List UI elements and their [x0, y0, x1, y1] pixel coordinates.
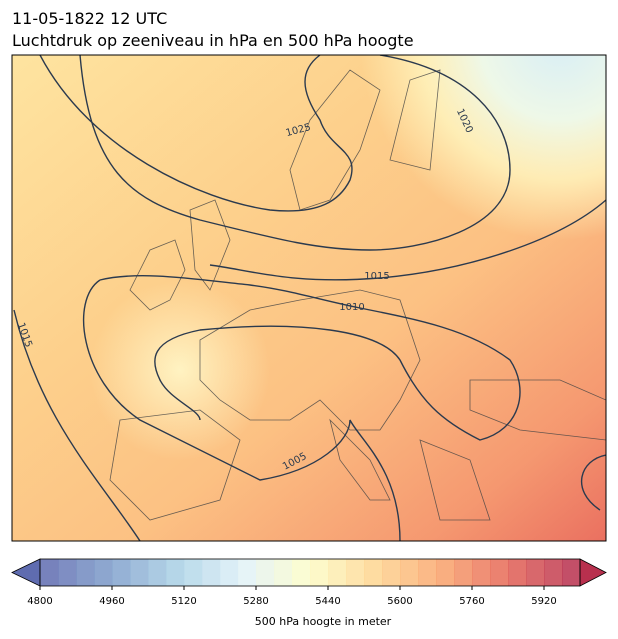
colorbar-tick-label: 5120: [171, 596, 196, 607]
colorbar-segment: [328, 559, 347, 586]
colorbar-segment: [94, 559, 113, 586]
subtitle: Luchtdruk op zeeniveau in hPa en 500 hPa…: [12, 31, 414, 50]
colorbar-segment: [148, 559, 167, 586]
colorbar-tick-label: 5760: [459, 596, 484, 607]
colorbar-tick-label: 4800: [27, 596, 52, 607]
colorbar-segment: [274, 559, 293, 586]
colorbar-arrow-low: [11, 558, 41, 587]
colorbar-segment: [346, 559, 365, 586]
colorbar-segment: [382, 559, 401, 586]
colorbar-segment: [436, 559, 455, 586]
colorbar-segment: [454, 559, 473, 586]
colorbar-segment: [166, 559, 185, 586]
colorbar-segment: [544, 559, 563, 586]
isobars: [13, 55, 606, 541]
contour-label: 1015: [364, 271, 389, 282]
colorbar-segment: [418, 559, 437, 586]
colorbar-segment: [238, 559, 257, 586]
colorbar-segment: [184, 559, 203, 586]
colorbar-segment: [490, 559, 509, 586]
colorbar-segment: [562, 559, 581, 586]
colorbar-segment: [310, 559, 329, 586]
colorbar-tick-label: 5920: [531, 596, 556, 607]
colorbar-segment: [292, 559, 311, 586]
colorbar: 4800 4960 5120 5280 5440 5600 5760 5920: [11, 558, 607, 607]
colorbar-tick-label: 5600: [387, 596, 412, 607]
colorbar-segment: [112, 559, 131, 586]
contour-label: 1010: [339, 302, 364, 313]
colorbar-segment: [400, 559, 419, 586]
colorbar-segment: [58, 559, 77, 586]
colorbar-frame: [39, 558, 581, 587]
colorbar-segment: [526, 559, 545, 586]
colorbar-tick-label: 5440: [315, 596, 340, 607]
colorbar-tick-label: 5280: [243, 596, 268, 607]
colorbar-label: 500 hPa hoogte in meter: [255, 615, 392, 628]
colorbar-segment: [256, 559, 275, 586]
map-frame: [11, 54, 607, 542]
colorbar-segment: [130, 559, 149, 586]
colorbar-segment: [508, 559, 527, 586]
colorbar-segment: [202, 559, 221, 586]
colorbar-segment: [40, 559, 59, 586]
colorbar-tick-label: 4960: [99, 596, 124, 607]
colorbar-segment: [76, 559, 95, 586]
colorbar-segment: [220, 559, 239, 586]
warm-area: [12, 55, 606, 541]
title: 11-05-1822 12 UTC: [12, 9, 167, 28]
coastline: [109, 69, 606, 521]
colorbar-segment: [364, 559, 383, 586]
colorbar-arrow-high: [579, 558, 607, 587]
map: [12, 55, 606, 541]
colorbar-segment: [472, 559, 491, 586]
